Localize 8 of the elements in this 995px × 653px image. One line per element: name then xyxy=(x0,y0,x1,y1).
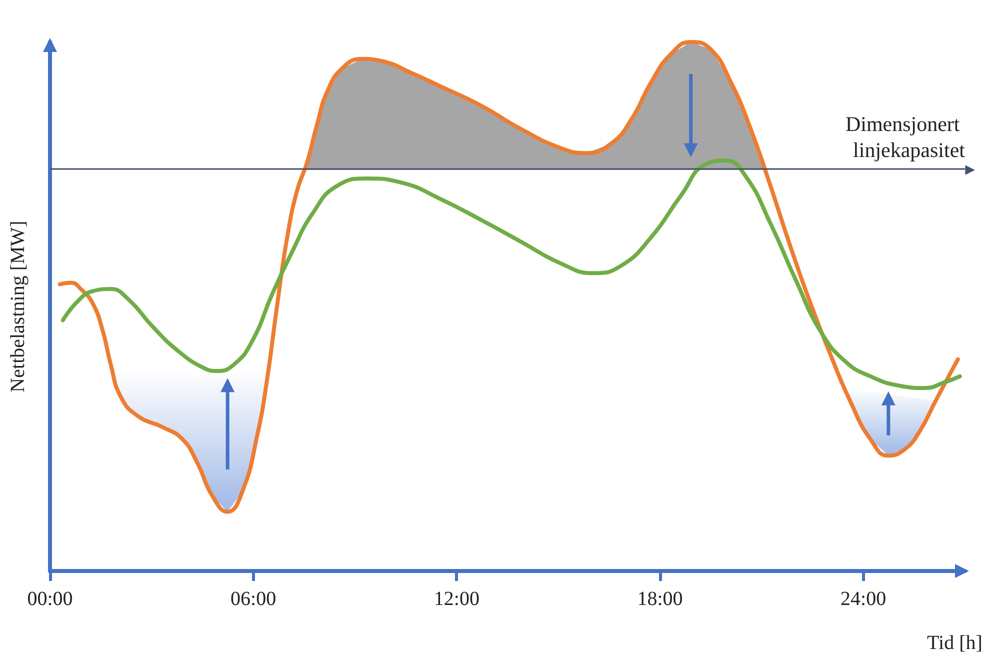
x-axis-title: Tid [h] xyxy=(927,632,982,653)
x-tick-label: 18:00 xyxy=(637,588,683,610)
y-axis-title: Nettbelastning [MW] xyxy=(7,220,29,392)
ref-line-label: Dimensjonert linjekapasitet xyxy=(845,112,966,162)
x-tick-label: 00:00 xyxy=(27,588,73,610)
x-tick-label: 24:00 xyxy=(840,588,886,610)
x-tick-label: 12:00 xyxy=(434,588,480,610)
x-tick-label: 06:00 xyxy=(230,588,276,610)
